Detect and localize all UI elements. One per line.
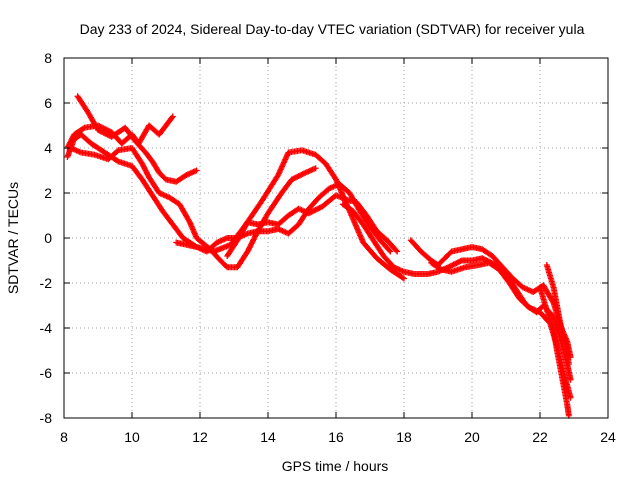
x-axis-label: GPS time / hours xyxy=(282,458,389,474)
series-track-5 xyxy=(173,181,394,255)
data-layer xyxy=(64,93,574,419)
data-point xyxy=(401,275,407,282)
y-tick-label: 6 xyxy=(44,95,52,111)
x-tick-label: 18 xyxy=(396,429,412,445)
data-point xyxy=(437,265,444,272)
y-axis-label: SDTVAR / TECUs xyxy=(5,182,21,294)
x-tick-label: 24 xyxy=(600,429,616,445)
chart-title: Day 233 of 2024, Sidereal Day-to-day VTE… xyxy=(80,21,585,37)
x-tick-label: 20 xyxy=(464,429,480,445)
y-tick-label: -8 xyxy=(40,410,53,426)
series-track-3 xyxy=(64,113,176,151)
data-point xyxy=(399,274,406,281)
y-tick-label: -6 xyxy=(40,365,53,381)
data-point xyxy=(387,248,394,255)
x-tick-label: 16 xyxy=(328,429,344,445)
data-point xyxy=(386,247,393,254)
x-tick-label: 22 xyxy=(532,429,548,445)
x-tick-label: 8 xyxy=(60,429,68,445)
data-point xyxy=(393,247,400,254)
series-track-11 xyxy=(537,284,572,419)
data-point xyxy=(394,248,401,255)
data-point xyxy=(80,125,87,132)
y-tick-label: -2 xyxy=(40,275,53,291)
x-tick-label: 14 xyxy=(260,429,276,445)
y-tick-label: 4 xyxy=(44,140,52,156)
data-point xyxy=(567,394,574,401)
x-tick-label: 10 xyxy=(124,429,140,445)
data-point xyxy=(312,165,319,172)
data-point xyxy=(565,361,572,367)
y-tick-label: -4 xyxy=(40,320,53,336)
y-tick-label: 8 xyxy=(44,50,52,66)
y-tick-label: 2 xyxy=(44,185,52,201)
data-point xyxy=(193,167,200,174)
series-track-10 xyxy=(543,262,572,367)
data-point xyxy=(168,114,175,121)
y-tick-label: 0 xyxy=(44,230,52,246)
x-tick-label: 12 xyxy=(192,429,208,445)
series-track-6 xyxy=(224,192,401,259)
data-point xyxy=(114,157,121,164)
data-point xyxy=(169,113,176,120)
